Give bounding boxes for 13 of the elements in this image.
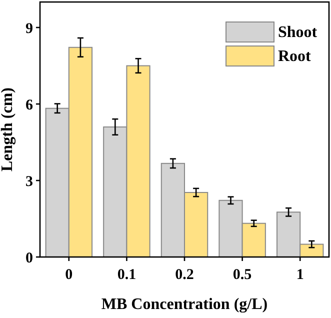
- x-tick-label: 0.1: [117, 267, 136, 283]
- y-tick-label: 0: [26, 250, 33, 266]
- x-tick-label: 0.5: [232, 267, 252, 283]
- y-tick-label: 3: [26, 174, 33, 190]
- y-tick-label: 6: [26, 97, 34, 114]
- x-axis-title: MB Concentration (g/L): [101, 296, 268, 313]
- x-tick-label: 0.2: [175, 267, 194, 283]
- legend-label: Root: [278, 48, 312, 65]
- y-tick-label: 9: [26, 20, 33, 37]
- legend-label: Shoot: [278, 24, 318, 41]
- x-tick-label: 1: [296, 267, 304, 283]
- x-tick-label: 0: [65, 267, 73, 283]
- y-axis-title: Length (cm): [0, 88, 16, 172]
